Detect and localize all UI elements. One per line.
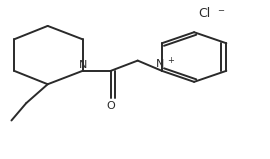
Text: N: N [156, 59, 165, 69]
Text: −: − [217, 6, 224, 15]
Text: +: + [167, 56, 174, 65]
Text: N: N [78, 59, 87, 69]
Text: Cl: Cl [199, 7, 211, 20]
Text: O: O [106, 100, 115, 111]
